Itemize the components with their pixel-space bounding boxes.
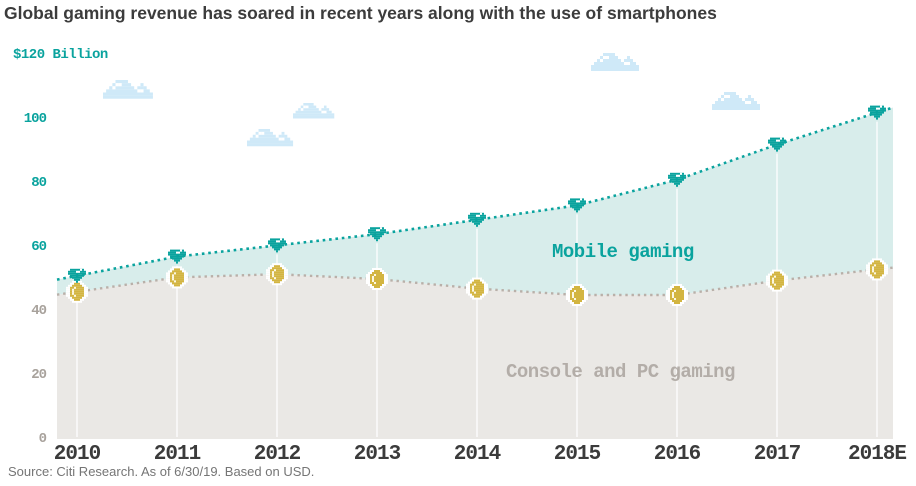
x-tick-label: 2010 [53,443,101,466]
cloud-icon [712,92,760,110]
gem-icon [568,198,586,213]
series-label-mobile-gaming: Mobile gaming [552,241,694,263]
x-tick-label: 2011 [153,443,201,466]
gem-icon [868,105,886,120]
y-tick-label: 60 [31,239,47,255]
coin-icon [366,268,388,290]
gem-icon [168,249,186,264]
gem-icon [668,172,686,187]
x-tick-label: 2017 [753,443,801,466]
gem-icon [468,212,486,227]
coin-icon [766,269,788,292]
x-tick-label: 2016 [653,443,701,466]
cloud-icon [591,53,639,71]
source-note: Source: Citi Research. As of 6/30/19. Ba… [8,464,315,479]
gem-icon [768,137,786,152]
y-tick-label: 40 [31,303,47,319]
y-tick-label: 100 [23,111,47,127]
y-axis-unit-label: $120 Billion [13,47,108,63]
gem-icon [68,268,86,283]
coin-icon [66,280,88,303]
gem-icon [268,238,286,253]
cloud-icon [247,129,294,147]
coin-icon [466,277,488,300]
cloud-icon [293,103,335,119]
x-tick-label: 2012 [253,443,301,466]
cloud-icon [103,80,153,99]
coin-icon [166,266,188,289]
console-pc-area [57,267,893,439]
x-tick-label: 2015 [553,443,601,466]
x-tick-label: 2013 [353,443,401,466]
gem-icon [368,227,386,242]
series-label-console-pc-gaming: Console and PC gaming [506,361,735,383]
x-tick-label: 2018E [847,443,907,466]
coin-icon [266,263,288,286]
y-tick-label: 20 [31,367,47,383]
x-tick-label: 2014 [453,443,501,466]
y-tick-label: 80 [31,175,47,191]
coin-icon [566,284,588,306]
chart-title: Global gaming revenue has soared in rece… [4,3,717,23]
coin-icon [866,258,888,281]
y-tick-label: 0 [38,431,47,447]
mobile-gaming-area [57,107,893,295]
coin-icon [666,284,688,306]
